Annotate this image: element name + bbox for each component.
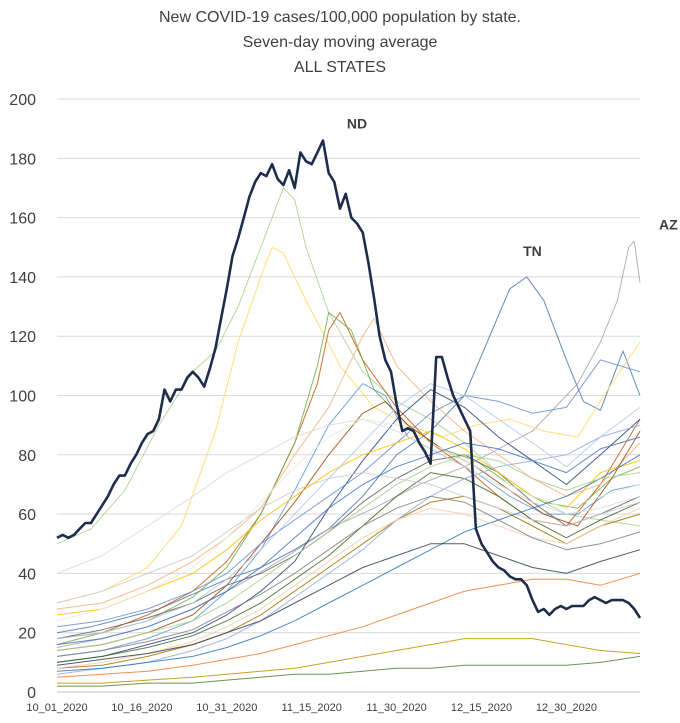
series-line bbox=[56, 572, 641, 678]
series-line bbox=[56, 454, 641, 672]
series-line bbox=[56, 543, 641, 666]
series-line bbox=[56, 139, 642, 619]
series-line bbox=[56, 389, 641, 663]
series-line bbox=[56, 436, 641, 646]
chart-title-line-3: ALL STATES bbox=[293, 59, 387, 76]
y-tick-label: 180 bbox=[9, 151, 36, 168]
series-line bbox=[56, 418, 641, 574]
series-line bbox=[56, 507, 641, 669]
annotation-label: AZ bbox=[659, 216, 678, 232]
series-line bbox=[56, 430, 641, 616]
x-tick-label: 10_31_2020 bbox=[196, 702, 257, 714]
series-line bbox=[56, 400, 641, 651]
series-line bbox=[56, 495, 641, 669]
series-line bbox=[56, 454, 641, 640]
y-tick-label: 80 bbox=[18, 448, 36, 465]
series-line bbox=[56, 276, 641, 634]
y-tick-label: 120 bbox=[9, 329, 36, 346]
series-line bbox=[56, 418, 641, 622]
series-line bbox=[56, 472, 641, 604]
y-tick-label: 0 bbox=[27, 685, 36, 702]
annotation-label: ND bbox=[347, 116, 367, 132]
x-tick-label: 12_15_2020 bbox=[451, 702, 512, 714]
y-tick-label: 20 bbox=[18, 626, 36, 643]
series-line bbox=[56, 312, 641, 646]
chart-title-line-2: Seven-day moving average bbox=[242, 34, 438, 51]
series-line bbox=[56, 424, 641, 675]
series-line bbox=[56, 246, 641, 604]
y-tick-label: 100 bbox=[9, 389, 36, 406]
series-line bbox=[57, 655, 641, 687]
series-line bbox=[56, 317, 641, 610]
series-line bbox=[56, 495, 641, 657]
x-tick-label: 11_30_2020 bbox=[366, 702, 426, 714]
series-line bbox=[56, 383, 641, 640]
x-tick-label: 11_15_2020 bbox=[282, 702, 342, 714]
annotation-label: TN bbox=[523, 243, 542, 259]
y-tick-label: 140 bbox=[9, 270, 36, 287]
y-tick-label: 60 bbox=[18, 507, 36, 524]
x-tick-label: 10_16_2020 bbox=[111, 702, 172, 714]
x-tick-label: 12_30_2020 bbox=[536, 702, 597, 714]
y-tick-label: 40 bbox=[18, 566, 36, 583]
chart-title-line-1: New COVID-19 cases/100,000 population by… bbox=[159, 9, 521, 26]
y-tick-label: 160 bbox=[9, 211, 36, 228]
series-line bbox=[57, 638, 641, 684]
x-tick-label: 10_01_2020 bbox=[26, 702, 87, 714]
series-line bbox=[56, 454, 641, 651]
y-tick-label: 200 bbox=[9, 92, 36, 109]
